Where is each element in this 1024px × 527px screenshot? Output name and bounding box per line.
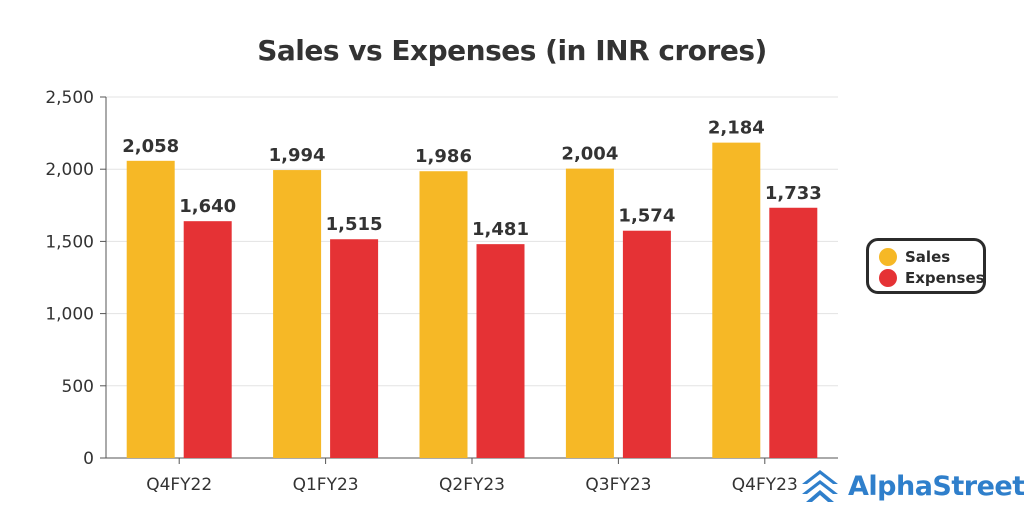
bar-expenses-q3fy23 [622,230,671,458]
bars [126,142,818,458]
y-tick-label: 1,000 [45,305,94,325]
bar-sales-q4fy22 [126,160,175,458]
legend-label-sales: Sales [905,248,951,266]
x-axis: Q4FY22 Q1FY23 Q2FY23 Q3FY23 Q4FY23 [146,458,798,495]
y-tick-label: 0 [83,449,94,469]
legend-item-expenses: Expenses [879,268,985,288]
x-tick-label: Q2FY23 [439,475,505,495]
chart-legend: Sales Expenses [866,238,986,294]
data-labels: 2,058 1,640 1,994 1,515 1,986 1,481 2,004 1,574… [122,118,822,241]
legend-label-expenses: Expenses [905,269,985,287]
brand-name: AlphaStreet [848,470,1024,502]
data-label: 1,994 [269,145,326,166]
bar-sales-q3fy23 [565,168,614,458]
legend-swatch-expenses [879,269,897,287]
x-tick-label: Q4FY22 [146,475,212,495]
y-tick-label: 2,500 [45,88,94,108]
data-label: 1,733 [765,183,822,204]
data-label: 2,058 [122,136,179,157]
data-label: 2,184 [708,118,765,139]
x-tick-label: Q4FY23 [732,475,798,495]
y-tick-label: 2,000 [45,160,94,180]
x-tick-label: Q1FY23 [293,475,359,495]
legend-swatch-sales [879,248,897,266]
bar-sales-q4fy23 [712,142,761,458]
data-label: 1,574 [618,206,675,227]
data-label: 1,481 [472,219,529,240]
bar-expenses-q4fy23 [769,207,818,458]
bar-sales-q1fy23 [273,170,322,458]
data-label: 1,640 [179,196,236,217]
chart-title: Sales vs Expenses (in INR crores) [257,34,767,67]
bar-sales-q2fy23 [419,171,468,458]
bar-expenses-q1fy23 [330,239,379,458]
y-tick-label: 1,500 [45,232,94,252]
bar-expenses-q4fy22 [183,221,232,458]
data-label: 1,515 [326,214,383,235]
legend-item-sales: Sales [879,247,950,267]
data-label: 2,004 [561,144,618,165]
y-tick-label: 500 [62,377,94,397]
brand-logo: AlphaStreet [800,464,1024,508]
data-label: 1,986 [415,146,472,167]
alphastreet-logo-icon [802,470,838,502]
bar-expenses-q2fy23 [476,244,525,458]
x-tick-label: Q3FY23 [585,475,651,495]
